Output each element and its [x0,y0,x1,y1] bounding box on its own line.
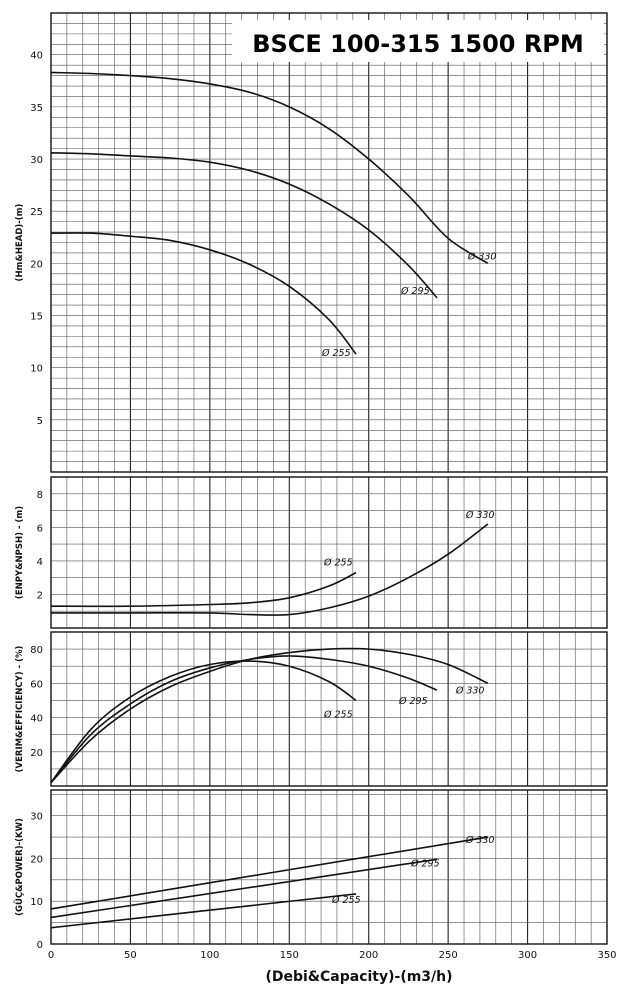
x-tick-label: 250 [439,950,458,961]
x-axis-label: (Debi&Capacity)-(m3/h) [265,969,452,985]
series-label: Ø 330 [465,835,495,846]
series-label: Ø 330 [465,510,495,521]
title-background [232,20,604,62]
panel-1: 5 10 15 20 25 30 35 40 (Hm&HEAD)-(m) Ø 330 Ø 295 Ø … [15,12,608,473]
x-tick-label: 150 [280,950,299,961]
y-tick-label: 10 [30,897,43,908]
series-label: Ø 330 [455,685,485,696]
y-tick-label: 8 [37,490,43,501]
x-tick-label: 0 [48,950,54,961]
curve-330 [51,523,489,616]
curve-330 [50,647,489,784]
y-tick-label: 15 [30,312,43,323]
y-tick-label: 30 [30,812,43,823]
y-axis-label: (Hm&HEAD)-(m) [15,203,25,281]
curve-295 [50,655,438,784]
panel-frame [50,12,608,473]
series-label: Ø 330 [467,251,497,262]
series-label: Ø 255 [323,709,353,720]
x-tick-label: 200 [359,950,378,961]
panel-3: 20 40 60 80 (VERIM&EFFICIENCY) - (%) Ø 255 Ø 2… [15,631,608,787]
y-axis-label: (GÜÇ&POWER)-(KW) [14,818,25,916]
curve-255 [50,571,357,608]
panel-4: 0 10 20 30 (GÜÇ&POWER)-(KW) Ø 330 Ø 295 Ø 255 0 5… [14,789,617,985]
y-tick-label: 40 [30,714,43,725]
series-label: Ø 255 [331,895,361,906]
y-tick-label: 20 [30,748,43,759]
y-tick-label: 0 [37,940,43,951]
panel-frame [50,631,608,787]
y-tick-label: 30 [30,155,43,166]
curve-255 [50,232,357,355]
curve-295 [50,858,438,919]
x-tick-label: 350 [597,950,616,961]
y-tick-label: 20 [30,854,43,865]
y-tick-label: 10 [30,364,43,375]
x-tick-label: 50 [124,950,137,961]
y-tick-label: 2 [37,590,43,601]
y-axis-label: (VERIM&EFFICIENCY) - (%) [15,646,25,773]
curve-255 [50,660,357,784]
series-label: Ø 295 [410,858,440,869]
chart-title: BSCE 100-315 1500 RPM [252,30,584,58]
y-tick-label: 35 [30,103,43,114]
y-tick-label: 4 [37,557,43,568]
curve-295 [50,151,438,299]
curve-330 [50,836,488,910]
series-label: Ø 255 [323,558,353,569]
curve-255 [50,893,357,929]
x-tick-label: 300 [518,950,537,961]
y-tick-label: 60 [30,679,43,690]
y-tick-label: 6 [37,523,43,534]
curve-330 [50,71,489,265]
panel-frame [50,789,608,945]
series-label: Ø 255 [321,348,351,359]
y-tick-label: 20 [30,259,43,270]
series-label: Ø 295 [398,696,428,707]
y-axis-label: (ENPY&NPSH) - (m) [15,506,25,599]
y-tick-label: 25 [30,207,43,218]
series-label: Ø 295 [400,286,430,297]
x-tick-label: 100 [200,950,219,961]
y-tick-label: 40 [30,51,43,62]
y-tick-label: 80 [30,645,43,656]
y-tick-label: 5 [37,416,43,427]
panel-frame [50,476,608,629]
panel-2: 2 4 6 8 (ENPY&NPSH) - (m) Ø 255 Ø 330 [15,476,608,629]
